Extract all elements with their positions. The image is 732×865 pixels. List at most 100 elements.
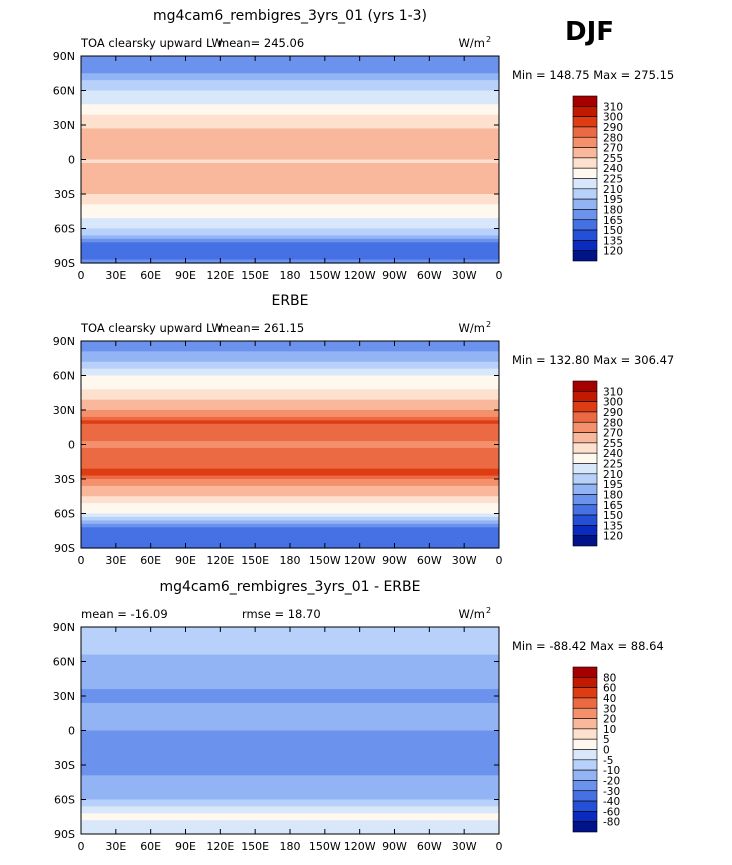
y-tick-label: 30N	[53, 119, 75, 132]
x-axis: 0 30E 60E 90E 120E 150E 180 150W 120W 90W 60W 30W 0	[78, 56, 503, 282]
colorbar-swatch	[572, 790, 598, 802]
colorbar-label: 150	[603, 225, 623, 237]
x-tick-label: 120E	[206, 554, 234, 567]
field-band	[81, 125, 499, 130]
field-band	[81, 740, 499, 745]
field-band	[81, 527, 499, 532]
colorbar-swatch	[572, 411, 598, 423]
colorbar: 3103002902802702552402252101951801651501…	[572, 95, 623, 262]
field-band	[81, 389, 499, 394]
field-band	[81, 406, 499, 411]
field-band	[81, 416, 499, 421]
field-band	[81, 242, 499, 247]
field-band	[81, 392, 499, 397]
colorbar-swatch	[572, 800, 598, 812]
field-band	[81, 385, 499, 390]
field-band	[81, 97, 499, 102]
x-tick-label: 30W	[452, 269, 477, 282]
field-band	[81, 245, 499, 250]
minmax-label: Min = 148.75 Max = 275.15	[512, 68, 674, 82]
field-band	[81, 66, 499, 71]
colorbar-label: 310	[603, 101, 623, 113]
field-band	[81, 437, 499, 442]
x-tick-label: 90W	[382, 554, 407, 567]
y-tick-label: 30S	[54, 473, 75, 486]
field-band	[81, 692, 499, 697]
units-superscript: 2	[486, 320, 491, 329]
colorbar-label: 255	[603, 153, 623, 165]
x-tick-label: 120W	[344, 840, 376, 853]
y-tick-label: 90S	[54, 828, 75, 841]
field-band	[81, 640, 499, 645]
field-band	[81, 225, 499, 230]
y-tick-label: 30N	[53, 690, 75, 703]
field-band	[81, 775, 499, 780]
colorbar-swatch	[572, 219, 598, 231]
field-band	[81, 816, 499, 821]
field-band	[81, 351, 499, 356]
field-band	[81, 765, 499, 770]
colorbar-swatch	[572, 494, 598, 506]
field-band	[81, 723, 499, 728]
colorbar-swatch	[572, 707, 598, 719]
colorbar-swatch	[572, 421, 598, 433]
field-band	[81, 768, 499, 773]
minmax-label: Min = 132.80 Max = 306.47	[512, 353, 674, 367]
x-tick-label: 30E	[105, 269, 126, 282]
field-band	[81, 114, 499, 119]
field-band	[81, 499, 499, 504]
x-tick-label: 0	[496, 554, 503, 567]
y-tick-label: 0	[68, 725, 75, 738]
colorbar-label: 225	[603, 174, 623, 186]
field-band	[81, 69, 499, 74]
field-band	[81, 249, 499, 254]
field-band	[81, 720, 499, 725]
x-tick-label: 120E	[206, 840, 234, 853]
field-band	[81, 194, 499, 199]
colorbar-swatch	[572, 677, 598, 688]
x-tick-label: 0	[78, 840, 85, 853]
field-band	[81, 678, 499, 683]
x-tick-label: 180	[280, 840, 301, 853]
field-band	[81, 231, 499, 236]
colorbar-label: 180	[603, 204, 623, 216]
y-tick-label: 60S	[54, 223, 75, 236]
field-band	[81, 789, 499, 794]
field-band	[81, 661, 499, 666]
colorbar-label: -5	[603, 755, 613, 767]
colorbar-swatch	[572, 95, 598, 107]
panel-left-label: TOA clearsky upward LW	[80, 321, 223, 335]
colorbar-label: 240	[603, 448, 623, 460]
colorbar-swatch	[572, 240, 598, 251]
field-band	[81, 131, 499, 136]
field-band	[81, 782, 499, 787]
x-tick-label: 60E	[140, 840, 161, 853]
field-band	[81, 252, 499, 257]
x-tick-label: 90W	[382, 269, 407, 282]
y-axis: 90N 60N 30N 0 30S 60S 90S	[53, 621, 499, 841]
colorbar-label: 210	[603, 469, 623, 481]
field-band	[81, 62, 499, 67]
colorbar-swatch	[572, 250, 598, 262]
field-band	[81, 482, 499, 487]
field-band	[81, 809, 499, 814]
colorbar-label: 165	[603, 215, 623, 227]
field-band	[81, 190, 499, 195]
field-band	[81, 197, 499, 202]
x-tick-label: 0	[78, 554, 85, 567]
colorbar-label: 20	[603, 714, 616, 726]
colorbar-swatch	[572, 666, 598, 678]
field-band	[81, 441, 499, 446]
field-band	[81, 93, 499, 98]
x-tick-label: 30W	[452, 840, 477, 853]
field-band	[81, 709, 499, 714]
x-tick-label: 90E	[175, 840, 196, 853]
colorbar-swatch	[572, 769, 598, 781]
field-band	[81, 630, 499, 635]
field-band	[81, 468, 499, 473]
colorbar: 3103002902802702552402252101951801651501…	[572, 380, 623, 547]
field-band	[81, 716, 499, 721]
field-band	[81, 238, 499, 243]
field-band	[81, 513, 499, 518]
